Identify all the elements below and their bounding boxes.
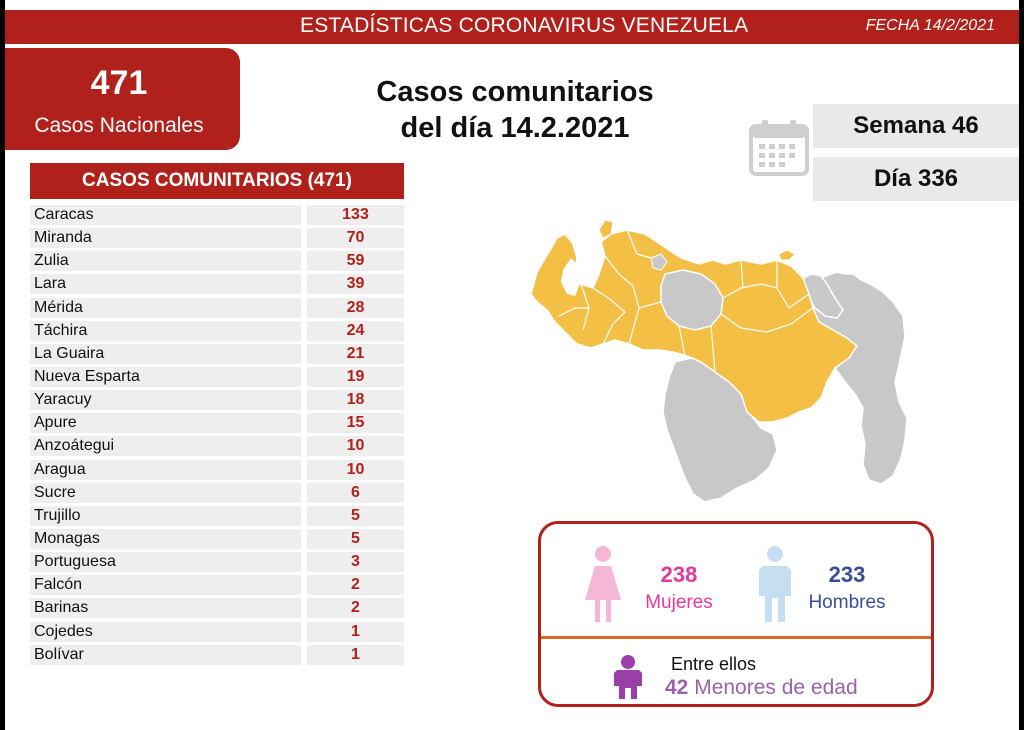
state-name: Caracas	[30, 205, 301, 225]
table-row: Táchira 24	[30, 320, 404, 343]
table-row: Apure 15	[30, 412, 404, 435]
table-row: Miranda 70	[30, 227, 404, 250]
state-cases: 1	[307, 621, 404, 642]
state-name: Portuguesa	[30, 552, 301, 573]
table-row: Lara 39	[30, 273, 404, 296]
state-cases: 2	[307, 575, 404, 596]
state-cases: 10	[307, 436, 404, 457]
state-cases: 19	[307, 366, 404, 387]
minors-line: 42 Menores de edad	[665, 676, 858, 700]
table-row: Monagas 5	[30, 528, 404, 551]
state-name: La Guaira	[30, 343, 301, 364]
state-name: Mérida	[30, 297, 301, 318]
state-name: Sucre	[30, 482, 301, 503]
state-cases: 21	[307, 343, 404, 364]
state-name: Anzoátegui	[30, 436, 301, 457]
woman-icon	[585, 546, 621, 622]
state-cases: 133	[307, 205, 404, 225]
state-cases: 2	[307, 598, 404, 619]
banner-date: FECHA 14/2/2021	[865, 17, 995, 34]
women-label: Mujeres	[645, 592, 713, 613]
state-name: Bolívar	[30, 644, 301, 665]
headline: Casos comunitarios del día 14.2.2021	[315, 74, 715, 146]
table-row: Falcón 2	[30, 574, 404, 597]
table-row: Anzoátegui 10	[30, 435, 404, 458]
state-cases: 15	[307, 413, 404, 434]
state-cases: 39	[307, 274, 404, 295]
table-row: La Guaira 21	[30, 343, 404, 366]
state-cases: 10	[307, 459, 404, 480]
table-header: CASOS COMUNITARIOS (471)	[30, 163, 404, 199]
state-name: Nueva Esparta	[30, 366, 301, 387]
minors-label: Menores de edad	[694, 676, 858, 699]
state-cases: 59	[307, 251, 404, 272]
state-cases: 70	[307, 228, 404, 249]
men-label: Hombres	[808, 592, 886, 613]
week-box: Semana 46	[813, 104, 1019, 148]
table-row: Bolívar 1	[30, 644, 404, 667]
gender-summary-box: 238 Mujeres 233 Hombres Entre ellos 42 M…	[538, 521, 934, 707]
table-row: Nueva Esparta 19	[30, 366, 404, 389]
divider	[541, 636, 931, 639]
headline-line2: del día 14.2.2021	[400, 112, 630, 144]
child-icon	[614, 655, 642, 699]
national-cases-box: 471 Casos Nacionales	[5, 48, 240, 150]
state-cases: 24	[307, 320, 404, 341]
day-box: Día 336	[813, 157, 1019, 201]
state-cases: 18	[307, 390, 404, 411]
state-cases: 6	[307, 482, 404, 503]
state-name: Monagas	[30, 528, 301, 549]
state-name: Yaracuy	[30, 390, 301, 411]
state-name: Falcón	[30, 575, 301, 596]
man-icon	[759, 546, 791, 622]
state-name: Barinas	[30, 598, 301, 619]
women-count: 238	[660, 562, 698, 587]
calendar-icon	[749, 120, 809, 176]
state-name: Trujillo	[30, 505, 301, 526]
men-count: 233	[828, 562, 866, 587]
table-row: Zulia 59	[30, 250, 404, 273]
state-name: Apure	[30, 413, 301, 434]
cases-table: Caracas 133 Miranda 70 Zulia 59 Lara 39 Mérida 28…	[30, 204, 404, 667]
infographic-page: ESTADÍSTICAS CORONAVIRUS VENEZUELA FECHA…	[5, 0, 1019, 730]
state-name: Táchira	[30, 320, 301, 341]
table-row: Portuguesa 3	[30, 551, 404, 574]
state-cases: 5	[307, 528, 404, 549]
state-cases: 5	[307, 505, 404, 526]
state-cases: 3	[307, 552, 404, 573]
table-row: Trujillo 5	[30, 505, 404, 528]
state-name: Lara	[30, 274, 301, 295]
state-name: Miranda	[30, 228, 301, 249]
table-row: Yaracuy 18	[30, 389, 404, 412]
national-cases-label: Casos Nacionales	[34, 114, 204, 137]
table-row: Aragua 10	[30, 459, 404, 482]
state-name: Zulia	[30, 251, 301, 272]
among-label: Entre ellos	[671, 654, 757, 674]
minors-count: 42	[665, 676, 689, 699]
state-name: Aragua	[30, 459, 301, 480]
state-name: Cojedes	[30, 621, 301, 642]
venezuela-map	[530, 219, 908, 503]
table-row: Sucre 6	[30, 482, 404, 505]
top-banner: ESTADÍSTICAS CORONAVIRUS VENEZUELA FECHA…	[5, 10, 1019, 44]
banner-title: ESTADÍSTICAS CORONAVIRUS VENEZUELA	[300, 14, 749, 37]
headline-line1: Casos comunitarios	[376, 76, 654, 108]
state-cases: 28	[307, 297, 404, 318]
table-row: Barinas 2	[30, 597, 404, 620]
table-row: Mérida 28	[30, 297, 404, 320]
national-cases-count: 471	[90, 64, 148, 102]
table-row: Caracas 133	[30, 204, 404, 227]
state-cases: 1	[307, 644, 404, 665]
table-row: Cojedes 1	[30, 621, 404, 644]
